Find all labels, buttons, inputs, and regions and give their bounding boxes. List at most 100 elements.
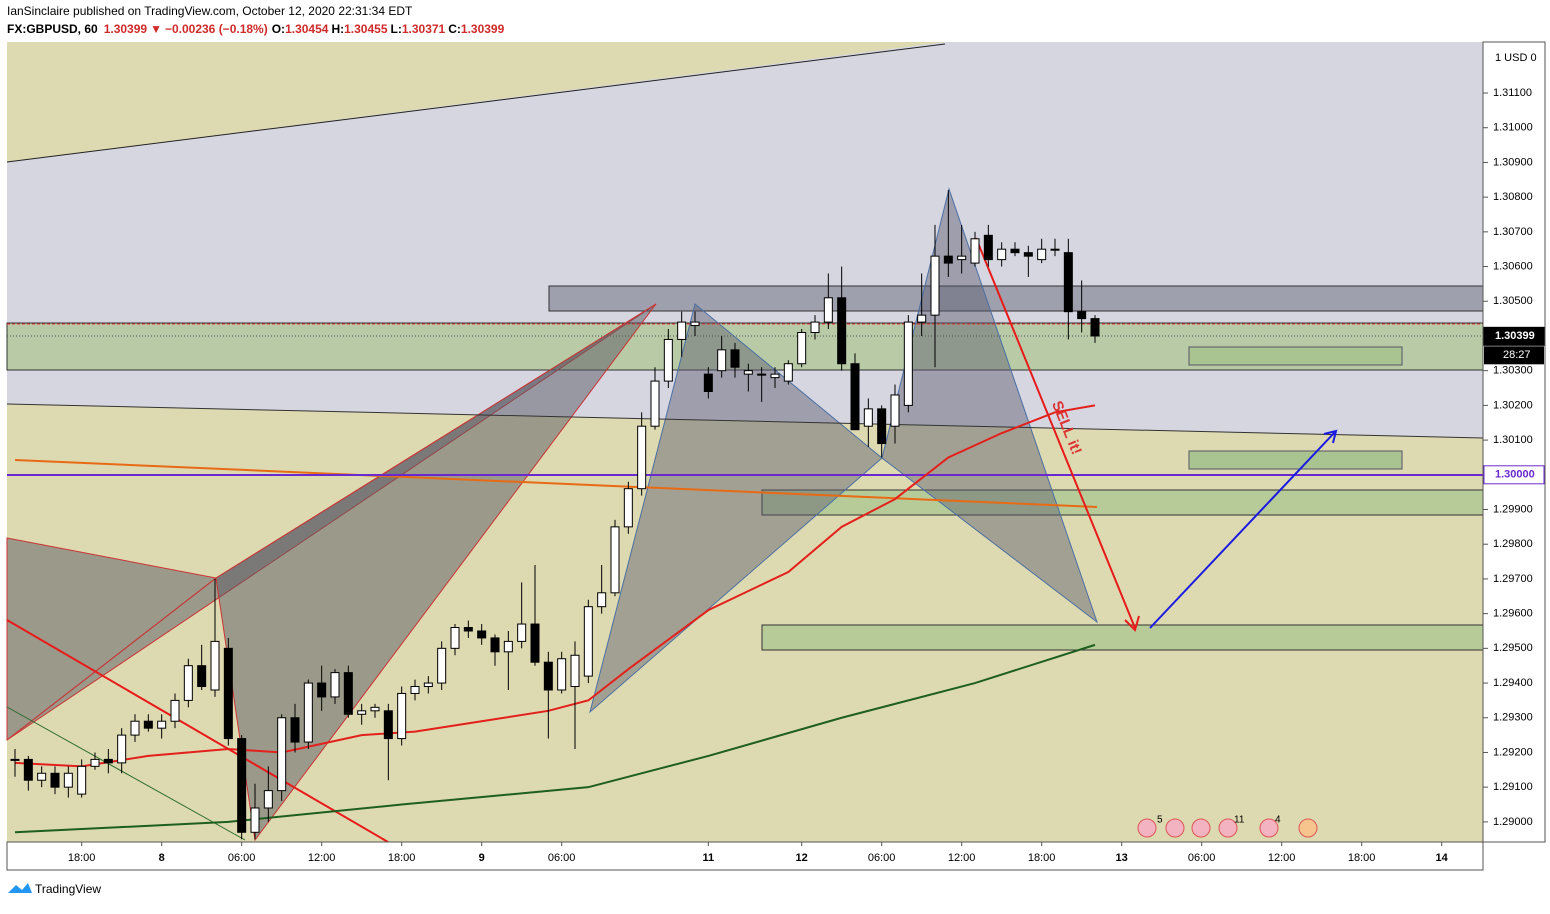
candle-body bbox=[717, 349, 727, 372]
candle-body bbox=[503, 640, 513, 653]
candle-body bbox=[77, 765, 87, 795]
candle-body bbox=[850, 363, 860, 431]
candle-body bbox=[610, 526, 620, 594]
x-tick-label: 18:00 bbox=[1028, 852, 1056, 864]
y-tick-label: 1.30500 bbox=[1493, 295, 1533, 307]
candle-body bbox=[597, 592, 607, 608]
y-tick-label: 1.31100 bbox=[1493, 87, 1532, 99]
candle-body bbox=[463, 627, 473, 632]
candle-body bbox=[50, 772, 60, 788]
sell-arrow bbox=[975, 237, 1140, 632]
candle-body bbox=[637, 425, 647, 490]
candle-body bbox=[237, 738, 247, 833]
candle-body bbox=[623, 488, 633, 528]
candle-body bbox=[743, 370, 753, 375]
x-tick-label: 12:00 bbox=[948, 852, 976, 864]
event-count: 4 bbox=[1275, 815, 1281, 826]
candle-body bbox=[103, 758, 113, 764]
candle-body bbox=[130, 720, 140, 736]
candle-body bbox=[1037, 248, 1047, 261]
candle-body bbox=[423, 682, 433, 688]
candle-body bbox=[157, 720, 167, 729]
candle-body bbox=[970, 238, 980, 264]
x-tick-label: 18:00 bbox=[1348, 852, 1376, 864]
x-tick-label: 11 bbox=[703, 852, 715, 864]
candle-body bbox=[450, 627, 460, 649]
candle-body bbox=[90, 758, 100, 767]
candle-body bbox=[223, 647, 233, 740]
candle-body bbox=[197, 665, 207, 688]
candle-body bbox=[1077, 311, 1087, 320]
x-tick-label: 12:00 bbox=[1268, 852, 1296, 864]
candle-body bbox=[410, 686, 420, 694]
y-tick-label: 1.30600 bbox=[1493, 260, 1533, 272]
axis-unit: 1 USD 0 bbox=[1495, 52, 1537, 64]
candle-body bbox=[63, 772, 73, 788]
candle-body bbox=[650, 380, 660, 427]
brand: TradingView bbox=[35, 882, 101, 896]
candle-body bbox=[943, 255, 953, 264]
o-label: O: bbox=[272, 22, 285, 36]
candle-body bbox=[770, 373, 780, 379]
event-icon[interactable] bbox=[1259, 818, 1279, 838]
events: 5 11 4 bbox=[1137, 815, 1318, 838]
candle-body bbox=[517, 623, 527, 642]
trendline bbox=[6, 43, 946, 163]
candle-body bbox=[37, 772, 47, 781]
change: −0.00236 (−0.18%) bbox=[165, 22, 268, 36]
candle-body bbox=[437, 647, 447, 684]
x-tick-label: 06:00 bbox=[868, 852, 896, 864]
candle-body bbox=[890, 394, 900, 427]
x-tick-label: 18:00 bbox=[68, 852, 96, 864]
event-icon[interactable] bbox=[1298, 818, 1318, 838]
candle-body bbox=[383, 710, 393, 740]
trendline bbox=[6, 706, 246, 841]
zone bbox=[1188, 346, 1403, 366]
candle-body bbox=[397, 692, 407, 740]
candle-body bbox=[757, 373, 767, 376]
moving-average bbox=[14, 404, 1096, 768]
candle-body bbox=[903, 321, 913, 406]
y-tick-label: 1.30100 bbox=[1493, 434, 1533, 446]
buy-arrow bbox=[1149, 429, 1338, 629]
y-tick-label: 1.29300 bbox=[1493, 712, 1533, 724]
event-icon[interactable] bbox=[1218, 818, 1238, 838]
candle-body bbox=[997, 248, 1007, 261]
o: 1.30454 bbox=[285, 22, 329, 36]
event-icon[interactable] bbox=[1191, 818, 1211, 838]
candle-body bbox=[490, 637, 500, 653]
y-tick-label: 1.30800 bbox=[1493, 191, 1533, 203]
candle-body bbox=[477, 630, 487, 639]
zone bbox=[761, 624, 1484, 651]
event-count: 11 bbox=[1234, 815, 1245, 826]
candle-body bbox=[117, 734, 127, 764]
price-label-bg bbox=[1483, 326, 1545, 346]
drawings: SELL it! bbox=[6, 42, 1484, 843]
price-label: 1.30399 bbox=[1495, 330, 1535, 342]
candle-body bbox=[170, 699, 180, 722]
candle-body bbox=[10, 758, 20, 761]
event-icon[interactable] bbox=[1165, 818, 1185, 838]
y-tick-label: 1.29700 bbox=[1493, 573, 1533, 585]
symbol-line: FX:GBPUSD, 60 1.30399 ▼ −0.00236 (−0.18%) O:… bbox=[7, 22, 505, 36]
candle-body bbox=[1050, 248, 1060, 251]
price-label-bg bbox=[1483, 465, 1545, 485]
price-axis bbox=[1482, 41, 1546, 843]
h-label: H: bbox=[331, 22, 344, 36]
zone bbox=[761, 489, 1484, 516]
symbol: FX:GBPUSD, 60 bbox=[7, 22, 98, 36]
h: 1.30455 bbox=[344, 22, 388, 36]
candle-body bbox=[783, 363, 793, 382]
event-icon[interactable] bbox=[1137, 818, 1157, 838]
candle-body bbox=[1090, 318, 1100, 337]
candle-body bbox=[370, 706, 380, 712]
logo bbox=[8, 883, 32, 893]
candle-body bbox=[663, 338, 673, 382]
x-tick-label: 06:00 bbox=[1188, 852, 1216, 864]
y-tick-label: 1.29500 bbox=[1493, 642, 1533, 654]
x-tick-label: 9 bbox=[479, 852, 485, 864]
candle-body bbox=[343, 672, 353, 715]
candle-body bbox=[730, 349, 740, 368]
